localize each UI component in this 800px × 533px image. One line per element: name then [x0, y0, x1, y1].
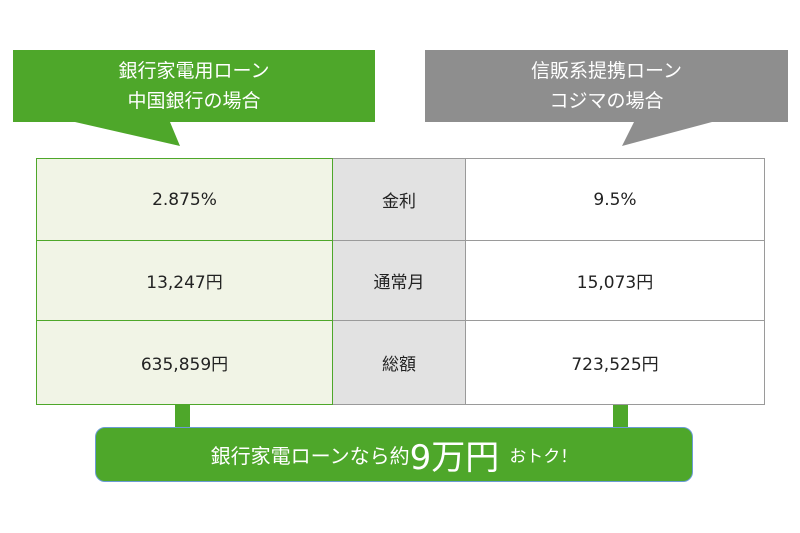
bank-value: 13,247円 — [36, 240, 333, 321]
left-bubble-line1: 銀行家電用ローン — [118, 60, 270, 82]
savings-banner: 銀行家電ローンなら約 9万円 おトク！ — [95, 427, 693, 482]
row-label: 金利 — [332, 158, 466, 241]
left-bubble — [13, 50, 375, 146]
table-row: 13,247円 通常月 15,073円 — [36, 240, 765, 321]
banner-suffix: おトク！ — [509, 447, 578, 467]
row-label: 総額 — [332, 320, 466, 405]
kojima-value: 9.5% — [465, 158, 765, 241]
bank-value: 635,859円 — [36, 320, 333, 405]
bank-value: 2.875% — [36, 158, 333, 241]
kojima-value: 15,073円 — [465, 240, 765, 321]
left-bubble-line2: 中国銀行の場合 — [127, 90, 261, 112]
right-bubble-line1: 信販系提携ローン — [530, 60, 683, 82]
left-bubble-text: 銀行家電用ローン 中国銀行の場合 — [13, 56, 375, 116]
table-row: 2.875% 金利 9.5% — [36, 158, 765, 241]
right-bubble-text: 信販系提携ローン コジマの場合 — [425, 56, 788, 116]
comparison-table: 2.875% 金利 9.5% 13,247円 通常月 15,073円 635,8… — [36, 158, 765, 405]
kojima-value: 723,525円 — [465, 320, 765, 405]
banner-amount: 9万円 — [409, 438, 500, 478]
right-bubble — [425, 50, 788, 146]
banner-prefix: 銀行家電ローンなら約 — [210, 444, 410, 468]
table-row: 635,859円 総額 723,525円 — [36, 320, 765, 405]
row-label: 通常月 — [332, 240, 466, 321]
right-bubble-line2: コジマの場合 — [549, 90, 664, 112]
